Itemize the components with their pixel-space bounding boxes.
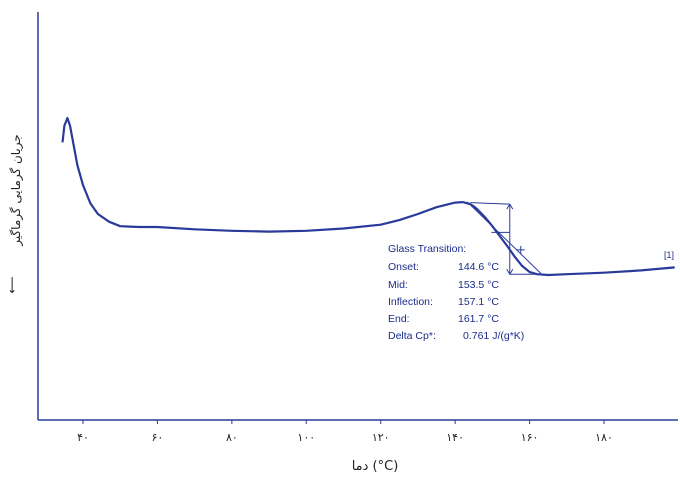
x-tick-label: ۴۰	[77, 431, 89, 444]
x-tick-label: ۱۴۰	[446, 431, 464, 444]
inflection-tangent	[466, 201, 542, 274]
annotation-inflection-value: 157.1 °C	[458, 296, 499, 308]
annotation-inflection-label: Inflection:	[388, 296, 433, 308]
x-tick-label: ۶۰	[152, 431, 164, 444]
annotation-end-value: 161.7 °C	[458, 313, 499, 325]
annotation-deltacp-value: 0.761 J/(g*K)	[463, 330, 524, 342]
y-axis-label-text: جریان گرمایی گرماگیر	[9, 134, 24, 247]
annotation-onset-value: 144.6 °C	[458, 261, 499, 273]
annotation-deltacp-label: Delta Cp*:	[388, 330, 436, 342]
x-tick-label: ۱۶۰	[521, 431, 539, 444]
x-ticks: ۴۰ ۶۰ ۸۰ ۱۰۰ ۱۲۰ ۱۴۰ ۱۶۰ ۱۸۰	[77, 420, 613, 444]
annotation-end-label: End:	[388, 313, 410, 325]
annotation-title: Glass Transition:	[388, 243, 466, 255]
curve-marker-label: [1]	[664, 250, 674, 260]
upper-baseline-tangent	[470, 202, 510, 205]
glass-transition-construction	[466, 201, 544, 275]
step-arrow-bottom-right	[509, 268, 514, 275]
y-axis-arrow: ⟵	[5, 276, 19, 293]
annotation-mid-value: 153.5 °C	[458, 279, 499, 291]
x-tick-label: ۸۰	[226, 431, 238, 444]
glass-transition-annotation: Glass Transition: Onset: 144.6 °C Mid: 1…	[388, 243, 524, 342]
y-axis-arrow-glyph: ⟵	[5, 276, 19, 293]
step-arrow-bottom-left	[506, 268, 511, 275]
x-tick-label: ۱۸۰	[595, 431, 613, 444]
series-line	[61, 116, 675, 277]
x-tick-label: ۱۰۰	[297, 431, 315, 444]
annotation-onset-label: Onset:	[388, 261, 419, 273]
x-tick-label: ۱۲۰	[372, 431, 390, 444]
x-axis-label: دما (°C)	[352, 459, 399, 474]
step-arrow-top-right	[509, 203, 514, 210]
annotation-mid-label: Mid:	[388, 279, 408, 291]
y-axis-label: جریان گرمایی گرماگیر	[9, 134, 24, 247]
step-arrow-top-left	[506, 203, 511, 210]
